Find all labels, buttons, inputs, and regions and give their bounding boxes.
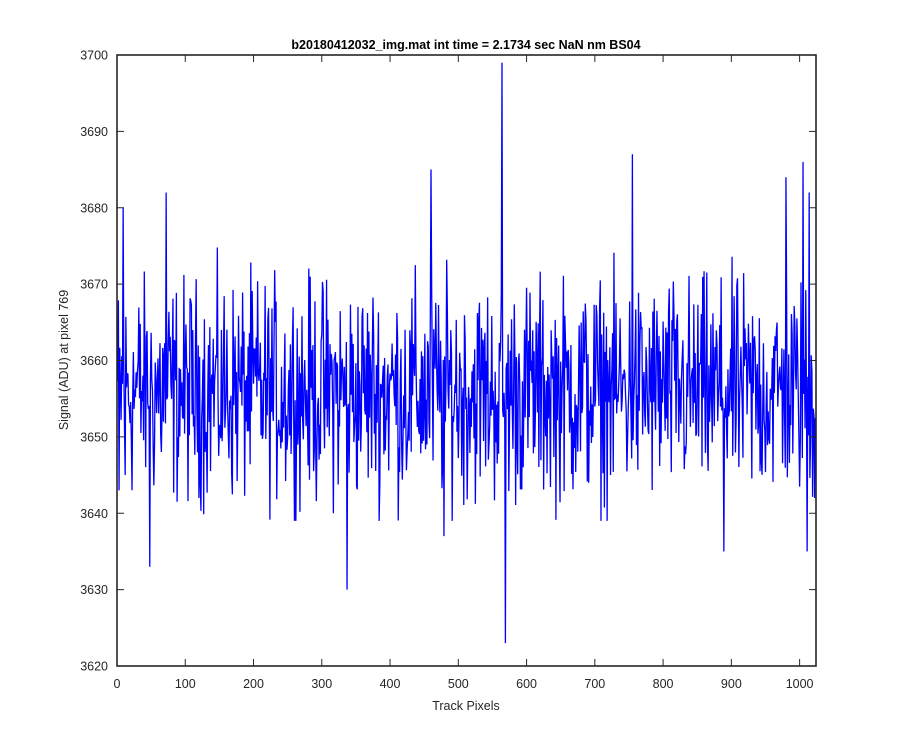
- y-tick-label: 3690: [80, 125, 108, 139]
- y-tick-label: 3700: [80, 49, 108, 63]
- y-tick-label: 3650: [80, 430, 108, 444]
- x-axis-ticks: 0 100 200 300 400 500 600 700 800 900 1000: [114, 55, 814, 691]
- y-tick-label: 3680: [80, 201, 108, 215]
- y-tick-label: 3640: [80, 507, 108, 521]
- x-tick-label: 300: [311, 677, 332, 691]
- x-tick-label: 100: [175, 677, 196, 691]
- y-tick-label: 3660: [80, 354, 108, 368]
- x-tick-label: 900: [721, 677, 742, 691]
- y-tick-label: 3670: [80, 278, 108, 292]
- x-tick-label: 800: [653, 677, 674, 691]
- x-tick-label: 0: [114, 677, 121, 691]
- y-axis-ticks: 3620 3630 3640 3650 3660 3670 3680 3690 3700: [80, 49, 816, 674]
- x-tick-label: 500: [448, 677, 469, 691]
- x-tick-label: 700: [584, 677, 605, 691]
- x-tick-label: 200: [243, 677, 264, 691]
- y-axis-label: Signal (ADU) at pixel 769: [57, 290, 71, 430]
- plot-area: [116, 54, 817, 667]
- x-tick-label: 400: [380, 677, 401, 691]
- x-tick-label: 1000: [786, 677, 814, 691]
- y-tick-label: 3620: [80, 660, 108, 674]
- y-tick-label: 3630: [80, 583, 108, 597]
- x-axis-label: Track Pixels: [432, 699, 500, 713]
- x-tick-label: 600: [516, 677, 537, 691]
- signal-series-line: [117, 62, 816, 644]
- chart-title: b20180412032_img.mat int time = 2.1734 s…: [291, 38, 640, 52]
